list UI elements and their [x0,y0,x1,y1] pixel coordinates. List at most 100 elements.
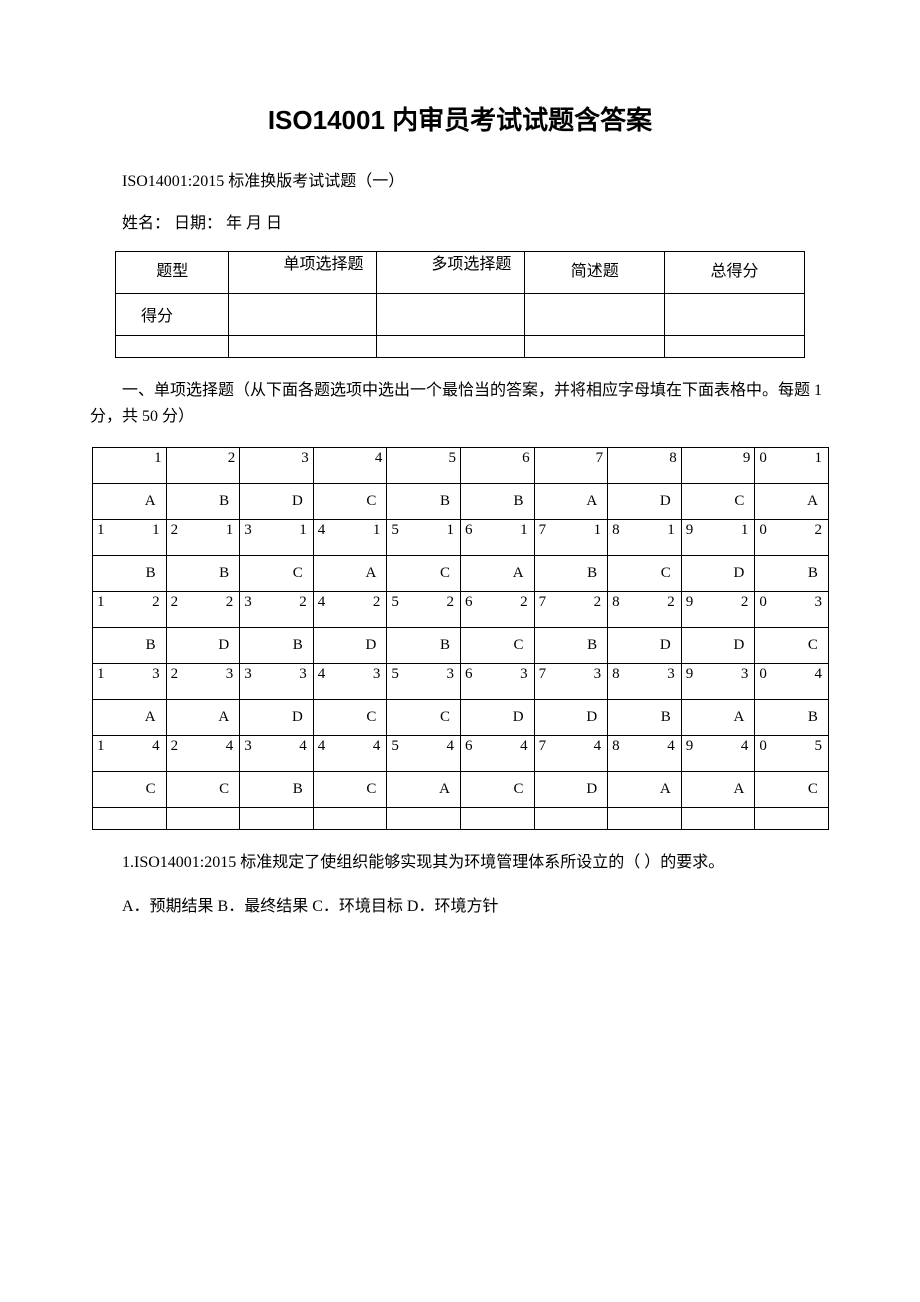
answer-ans-row: B D B D B C B D D C [93,628,829,664]
num-right: 1 [299,522,307,539]
num-cell: 33 [240,664,314,700]
num-cell: 1 [93,448,167,484]
ans-cell: C [755,772,829,808]
score-row-label: 得分 [116,294,229,336]
num-left: 9 [686,522,694,539]
num-right: 4 [299,738,307,755]
ans-cell: C [608,556,682,592]
num-left: 0 [759,450,767,467]
ans-cell: A [681,772,755,808]
answer-ans-row: A A D C C D D B A B [93,700,829,736]
score-col-short: 简述题 [525,252,665,294]
num-left: 3 [244,522,252,539]
ans-cell: D [534,772,608,808]
answer-num-row: 14 24 34 44 54 64 74 84 94 05 [93,736,829,772]
answer-ans-row: C C B C A C D A A C [93,772,829,808]
score-col-single: 单项选择题 [229,252,377,294]
num-left: 9 [686,666,694,683]
score-cell [116,336,229,358]
ans-cell: A [755,484,829,520]
num-right: 3 [667,666,675,683]
num-left: 6 [465,738,473,755]
num-cell: 22 [166,592,240,628]
ans-cell: C [240,556,314,592]
answer-ans-row: A B D C B B A D C A [93,484,829,520]
num-right: 2 [226,594,234,611]
num-right: 3 [594,666,602,683]
num-right: 1 [667,522,675,539]
score-cell [229,336,377,358]
empty-cell [681,808,755,830]
ans-cell: D [608,484,682,520]
num-cell: 14 [93,736,167,772]
num-cell: 64 [460,736,534,772]
num-cell: 3 [240,448,314,484]
num-right: 3 [152,666,160,683]
num-cell: 6 [460,448,534,484]
num-cell: 54 [387,736,461,772]
num-left: 1 [97,666,105,683]
num-left: 7 [539,666,547,683]
num-cell: 04 [755,664,829,700]
empty-cell [313,808,387,830]
num-left: 8 [612,666,620,683]
num-cell: 03 [755,592,829,628]
score-cell [377,336,525,358]
num-cell: 92 [681,592,755,628]
num-cell: 71 [534,520,608,556]
num-right: 4 [814,666,822,683]
ans-cell: A [681,700,755,736]
num-left: 7 [539,738,547,755]
num-left: 9 [686,738,694,755]
num-left: 7 [539,594,547,611]
score-value-row: 得分 [116,294,805,336]
score-col-total: 总得分 [665,252,805,294]
num-right: 2 [814,522,822,539]
num-right: 2 [373,594,381,611]
answer-num-row: 1 2 3 4 5 6 7 8 9 01 [93,448,829,484]
empty-cell [93,808,167,830]
num-left: 2 [171,594,179,611]
num-cell: 13 [93,664,167,700]
num-left: 0 [759,666,767,683]
ans-cell: B [608,700,682,736]
num-left: 2 [171,666,179,683]
num-cell: 8 [608,448,682,484]
score-cell [525,294,665,336]
empty-cell [460,808,534,830]
ans-cell: A [608,772,682,808]
num-cell: 4 [313,448,387,484]
num-right: 2 [152,594,160,611]
ans-cell: C [166,772,240,808]
num-right: 2 [594,594,602,611]
ans-cell: A [166,700,240,736]
empty-cell [534,808,608,830]
score-col-multi-label: 多项选择题 [431,256,511,273]
num-cell: 9 [681,448,755,484]
num-cell: 31 [240,520,314,556]
num-cell: 44 [313,736,387,772]
ans-cell: B [387,628,461,664]
empty-cell [608,808,682,830]
empty-cell [387,808,461,830]
num-cell: 61 [460,520,534,556]
num-left: 7 [539,522,547,539]
num-left: 6 [465,522,473,539]
num-left: 5 [391,738,399,755]
ans-cell: D [166,628,240,664]
num-left: 6 [465,666,473,683]
num-right: 2 [667,594,675,611]
question-1: 1.ISO14001:2015 标准规定了使组织能够实现其为环境管理体系所设立的… [90,850,830,876]
ans-cell: B [240,772,314,808]
num-cell: 73 [534,664,608,700]
ans-cell: B [166,484,240,520]
ans-cell: D [240,700,314,736]
num-right: 2 [520,594,528,611]
ans-cell: A [313,556,387,592]
num-right: 2 [299,594,307,611]
page-title: ISO14001 内审员考试试题含答案 [90,100,830,137]
ans-cell: B [93,556,167,592]
answer-num-row: 12 22 32 42 52 62 72 82 92 03 [93,592,829,628]
num-right: 1 [814,450,822,467]
num-left: 5 [391,522,399,539]
